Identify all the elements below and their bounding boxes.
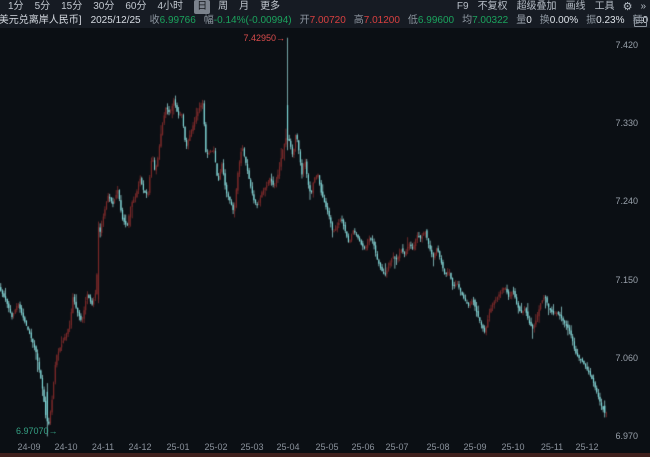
period-toolbar: 1分 5分 15分 30分 60分 4小时日周月更多 F9 不复权 超级叠加 画线 工具 ⚙ » xyxy=(0,0,650,14)
field-label: 振 xyxy=(586,15,597,26)
quote-bar: [美元兑离岸人民币] 2025/12/25 收6.99766 幅-0.14%(-0… xyxy=(0,14,650,28)
field-value: 7.00322 xyxy=(472,15,509,26)
quote-date: 2025/12/25 xyxy=(90,15,141,26)
field-label: 收 xyxy=(149,15,160,26)
quote-field-3: 高7.01200 xyxy=(354,14,400,28)
x-axis-tick: 25-08 xyxy=(426,442,450,452)
field-value: -0.14%(-0.00994) xyxy=(213,15,292,26)
field-value: 0 xyxy=(526,15,532,26)
y-axis-tick: 7.060 xyxy=(615,352,638,363)
field-value: 7.00720 xyxy=(309,15,346,26)
quote-field-1: 幅-0.14%(-0.00994) xyxy=(204,14,292,28)
x-axis-tick: 25-11 xyxy=(540,442,564,452)
quote-field-5: 均7.00322 xyxy=(462,14,508,28)
field-value: 7.01200 xyxy=(363,15,400,26)
x-axis-tick: 25-01 xyxy=(166,442,190,452)
gear-icon[interactable]: ⚙ xyxy=(622,1,633,13)
period-tab-60分[interactable]: 60分 xyxy=(125,1,147,12)
menu-item-1[interactable]: 不复权 xyxy=(477,1,508,12)
toolbar-right-menu: F9 不复权 超级叠加 画线 工具 ⚙ » xyxy=(448,0,646,14)
low-price-annotation: 6.97070→ xyxy=(16,426,58,437)
high-price-annotation: 7.42950→ xyxy=(243,32,285,43)
x-axis-tick: 24-10 xyxy=(54,442,78,452)
x-axis-tick: 24-12 xyxy=(128,442,152,452)
period-tabs: 1分 5分 15分 30分 60分 4小时日周月更多 xyxy=(8,0,291,14)
x-axis-tick: 25-06 xyxy=(351,442,375,452)
x-axis-tick: 25-02 xyxy=(204,442,228,452)
period-tab-15分[interactable]: 15分 xyxy=(61,1,83,12)
menu-item-3[interactable]: 画线 xyxy=(565,1,586,12)
x-axis-tick: 24-09 xyxy=(17,442,41,452)
field-label: 换 xyxy=(539,15,550,26)
period-tab-周[interactable]: 周 xyxy=(218,1,229,12)
period-tab-更多[interactable]: 更多 xyxy=(260,1,281,12)
period-tab-30分[interactable]: 30分 xyxy=(93,1,115,12)
x-axis-tick: 25-05 xyxy=(315,442,339,452)
x-axis-tick: 25-03 xyxy=(240,442,264,452)
period-tab-日[interactable]: 日 xyxy=(194,0,211,14)
menu-item-0[interactable]: F9 xyxy=(456,1,469,12)
field-label: 高 xyxy=(353,15,364,26)
field-value: 0.00% xyxy=(549,15,579,26)
menu-item-2[interactable]: 超级叠加 xyxy=(516,1,557,12)
field-value: 6.99600 xyxy=(417,15,455,26)
field-label: 低 xyxy=(407,15,418,26)
field-label: 量 xyxy=(516,15,527,26)
keyboard-icon[interactable] xyxy=(634,17,647,27)
y-axis-tick: 7.420 xyxy=(615,40,638,50)
period-tab-月[interactable]: 月 xyxy=(239,1,250,12)
quote-field-6: 量0 xyxy=(516,14,532,28)
menu-item-4[interactable]: 工具 xyxy=(594,1,615,12)
candlestick-chart[interactable] xyxy=(0,28,650,443)
x-axis-tick: 25-07 xyxy=(385,442,409,452)
period-tab-1分[interactable]: 1分 xyxy=(8,1,24,12)
period-tab-5分[interactable]: 5分 xyxy=(34,1,51,12)
x-axis-tick: 24-11 xyxy=(91,442,115,452)
field-value: 6.99766 xyxy=(159,15,196,26)
quote-field-0: 收6.99766 xyxy=(150,14,196,28)
y-axis-tick: 6.970 xyxy=(615,431,638,441)
quote-field-4: 低6.99600 xyxy=(408,14,454,28)
quote-field-8: 振0.23% xyxy=(586,14,624,28)
expand-more-icon[interactable]: » xyxy=(640,1,646,12)
x-axis-tick: 25-09 xyxy=(463,442,487,452)
instrument-name[interactable]: [美元兑离岸人民币] xyxy=(0,15,82,26)
y-axis-tick: 7.330 xyxy=(615,118,638,129)
y-axis-tick: 7.150 xyxy=(615,274,638,285)
x-axis-tick: 25-04 xyxy=(276,442,300,452)
quote-fields: 收6.99766 幅-0.14%(-0.00994) 开7.00720 高7.0120… xyxy=(150,14,650,28)
bottom-strip xyxy=(0,453,650,457)
x-axis-tick: 25-10 xyxy=(501,442,525,452)
field-value: 0.23% xyxy=(596,15,625,26)
field-label: 幅 xyxy=(203,15,214,26)
field-value: 0 xyxy=(642,15,649,26)
quote-field-7: 换0.00% xyxy=(540,14,578,28)
field-label: 均 xyxy=(462,15,473,26)
x-axis-tick: 25-12 xyxy=(575,442,599,452)
field-label: 开 xyxy=(299,15,310,26)
y-axis-tick: 7.240 xyxy=(615,196,638,207)
period-tab-4小时[interactable]: 4小时 xyxy=(157,1,184,12)
quote-field-2: 开7.00720 xyxy=(300,14,346,28)
